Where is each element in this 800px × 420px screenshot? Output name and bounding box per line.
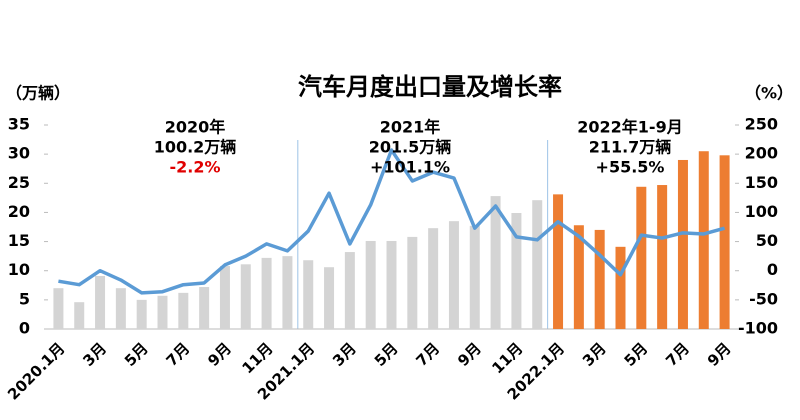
x-tick-label: 7月: [163, 339, 194, 370]
bar: [178, 292, 189, 329]
bar: [615, 246, 626, 329]
x-tick-label: 11月: [239, 339, 277, 377]
y-tick-label: 15: [8, 231, 30, 250]
bar: [95, 275, 106, 329]
bar: [219, 266, 230, 329]
annotation: 201.5万辆: [369, 138, 452, 157]
bar: [115, 288, 126, 329]
x-tick-label: 3月: [329, 339, 360, 370]
y-axis-label: （万辆）: [6, 84, 70, 103]
annotation: 211.7万辆: [589, 138, 672, 157]
x-tick-label: 7月: [662, 339, 693, 370]
bar: [677, 159, 688, 329]
bar: [386, 240, 397, 329]
annotation: -2.2%: [169, 158, 220, 177]
annotation: 2021年: [380, 118, 441, 137]
bar: [448, 221, 459, 329]
bar: [698, 151, 709, 329]
bar: [282, 256, 293, 329]
y-tick-label: 5: [19, 289, 30, 308]
x-tick-label: 9月: [454, 339, 485, 370]
y2-tick-label: 100: [745, 202, 778, 221]
x-tick-label: 9月: [204, 339, 235, 370]
x-tick-label: 5月: [371, 339, 402, 370]
x-tick-label: 3月: [79, 339, 110, 370]
x-tick-label: 3月: [579, 339, 610, 370]
y2-tick-label: 0: [767, 260, 778, 279]
bar: [157, 295, 168, 329]
bar: [344, 252, 355, 329]
bar: [240, 264, 251, 329]
bar: [594, 229, 605, 329]
y-tick-label: 0: [19, 319, 30, 338]
y-tick-label: 35: [8, 115, 30, 134]
bar: [657, 185, 668, 329]
bar: [261, 257, 272, 329]
bar: [469, 225, 480, 329]
y2-tick-label: -100: [738, 319, 778, 338]
bar: [532, 200, 543, 329]
chart-title: 汽车月度出口量及增长率: [298, 73, 562, 101]
bar: [365, 240, 376, 329]
bar: [303, 260, 314, 329]
bar: [573, 225, 584, 329]
x-tick-label: 5月: [121, 339, 152, 370]
y2-tick-label: 200: [745, 144, 778, 163]
y2-tick-label: 250: [745, 115, 778, 134]
x-tick-label: 5月: [621, 339, 652, 370]
line: [58, 148, 726, 295]
bar: [511, 213, 522, 329]
x-tick-label: 2020.1月: [4, 339, 68, 403]
bar: [136, 299, 147, 329]
annotation: 100.2万辆: [154, 138, 237, 157]
annotation: 2020年: [165, 118, 226, 137]
y2-tick-label: -50: [749, 289, 778, 308]
x-tick-label: 7月: [412, 339, 443, 370]
y-tick-label: 10: [8, 260, 30, 279]
annotation: 2022年1-9月: [577, 118, 682, 137]
bar: [719, 155, 730, 329]
bar: [199, 287, 210, 329]
y-tick-label: 25: [8, 173, 30, 192]
bar: [636, 186, 647, 329]
annotation: +55.5%: [596, 158, 665, 177]
bar: [53, 288, 64, 329]
y-tick-label: 30: [8, 144, 30, 163]
bar: [324, 267, 335, 329]
annotation: +101.1%: [370, 158, 450, 177]
bar: [407, 236, 418, 329]
x-tick-label: 11月: [488, 339, 526, 377]
y2-tick-label: 50: [756, 231, 778, 250]
y2-axis-label: （%）: [745, 84, 793, 103]
y2-tick-label: 150: [745, 173, 778, 192]
bar: [490, 196, 501, 329]
y-tick-label: 20: [8, 202, 30, 221]
bar: [553, 194, 564, 329]
bar: [428, 228, 439, 329]
bar: [74, 302, 85, 329]
x-tick-label: 9月: [704, 339, 735, 370]
